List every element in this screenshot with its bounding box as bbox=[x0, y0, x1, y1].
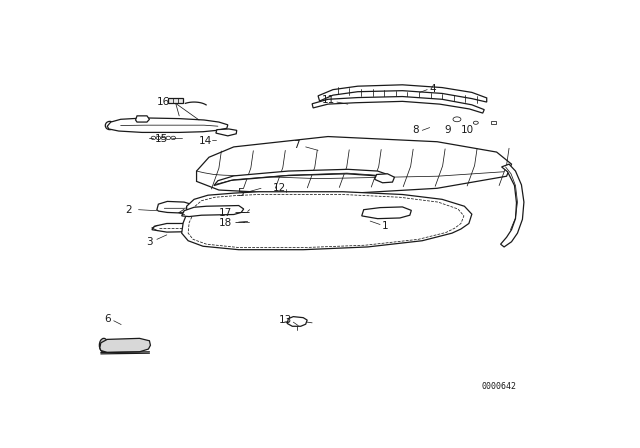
Text: —: — bbox=[235, 217, 245, 227]
Text: 9: 9 bbox=[445, 125, 451, 135]
Text: 6: 6 bbox=[104, 314, 111, 324]
Text: 10: 10 bbox=[461, 125, 474, 135]
Polygon shape bbox=[216, 129, 237, 136]
Text: 14: 14 bbox=[198, 136, 212, 146]
Ellipse shape bbox=[223, 207, 234, 213]
Text: 13: 13 bbox=[278, 315, 292, 325]
Ellipse shape bbox=[171, 205, 180, 210]
Polygon shape bbox=[182, 206, 244, 216]
Text: —: — bbox=[235, 207, 245, 217]
Polygon shape bbox=[152, 224, 196, 232]
Text: 1: 1 bbox=[381, 220, 388, 231]
Text: 16: 16 bbox=[157, 97, 170, 107]
Ellipse shape bbox=[198, 207, 209, 213]
Text: 2: 2 bbox=[125, 205, 132, 215]
Polygon shape bbox=[214, 169, 388, 185]
Polygon shape bbox=[168, 98, 183, 103]
Ellipse shape bbox=[102, 342, 106, 349]
Text: 5: 5 bbox=[237, 188, 244, 198]
Ellipse shape bbox=[275, 172, 289, 177]
Text: 15: 15 bbox=[155, 134, 168, 144]
Polygon shape bbox=[157, 202, 195, 213]
Ellipse shape bbox=[170, 99, 173, 102]
Ellipse shape bbox=[382, 211, 393, 216]
Text: 8: 8 bbox=[412, 125, 419, 135]
Polygon shape bbox=[362, 207, 412, 219]
Ellipse shape bbox=[177, 99, 181, 102]
Text: 3: 3 bbox=[146, 237, 153, 247]
Text: 17: 17 bbox=[219, 208, 232, 218]
Polygon shape bbox=[318, 85, 486, 102]
Ellipse shape bbox=[474, 121, 478, 124]
Polygon shape bbox=[136, 116, 150, 122]
Ellipse shape bbox=[453, 117, 461, 122]
Polygon shape bbox=[500, 164, 524, 247]
Text: 7: 7 bbox=[293, 140, 300, 150]
Polygon shape bbox=[374, 174, 394, 183]
Polygon shape bbox=[287, 317, 307, 326]
Text: 12: 12 bbox=[273, 183, 286, 193]
Text: 11: 11 bbox=[321, 95, 335, 105]
Polygon shape bbox=[196, 137, 511, 195]
Ellipse shape bbox=[249, 211, 255, 214]
Ellipse shape bbox=[249, 220, 256, 224]
Polygon shape bbox=[108, 118, 228, 133]
Text: 18: 18 bbox=[219, 218, 232, 228]
Ellipse shape bbox=[106, 121, 114, 129]
Polygon shape bbox=[100, 338, 150, 353]
Text: 0000642: 0000642 bbox=[482, 382, 516, 391]
Text: 4: 4 bbox=[430, 84, 436, 94]
Polygon shape bbox=[182, 192, 472, 250]
Ellipse shape bbox=[99, 338, 108, 352]
Polygon shape bbox=[312, 96, 484, 113]
FancyBboxPatch shape bbox=[491, 121, 495, 124]
